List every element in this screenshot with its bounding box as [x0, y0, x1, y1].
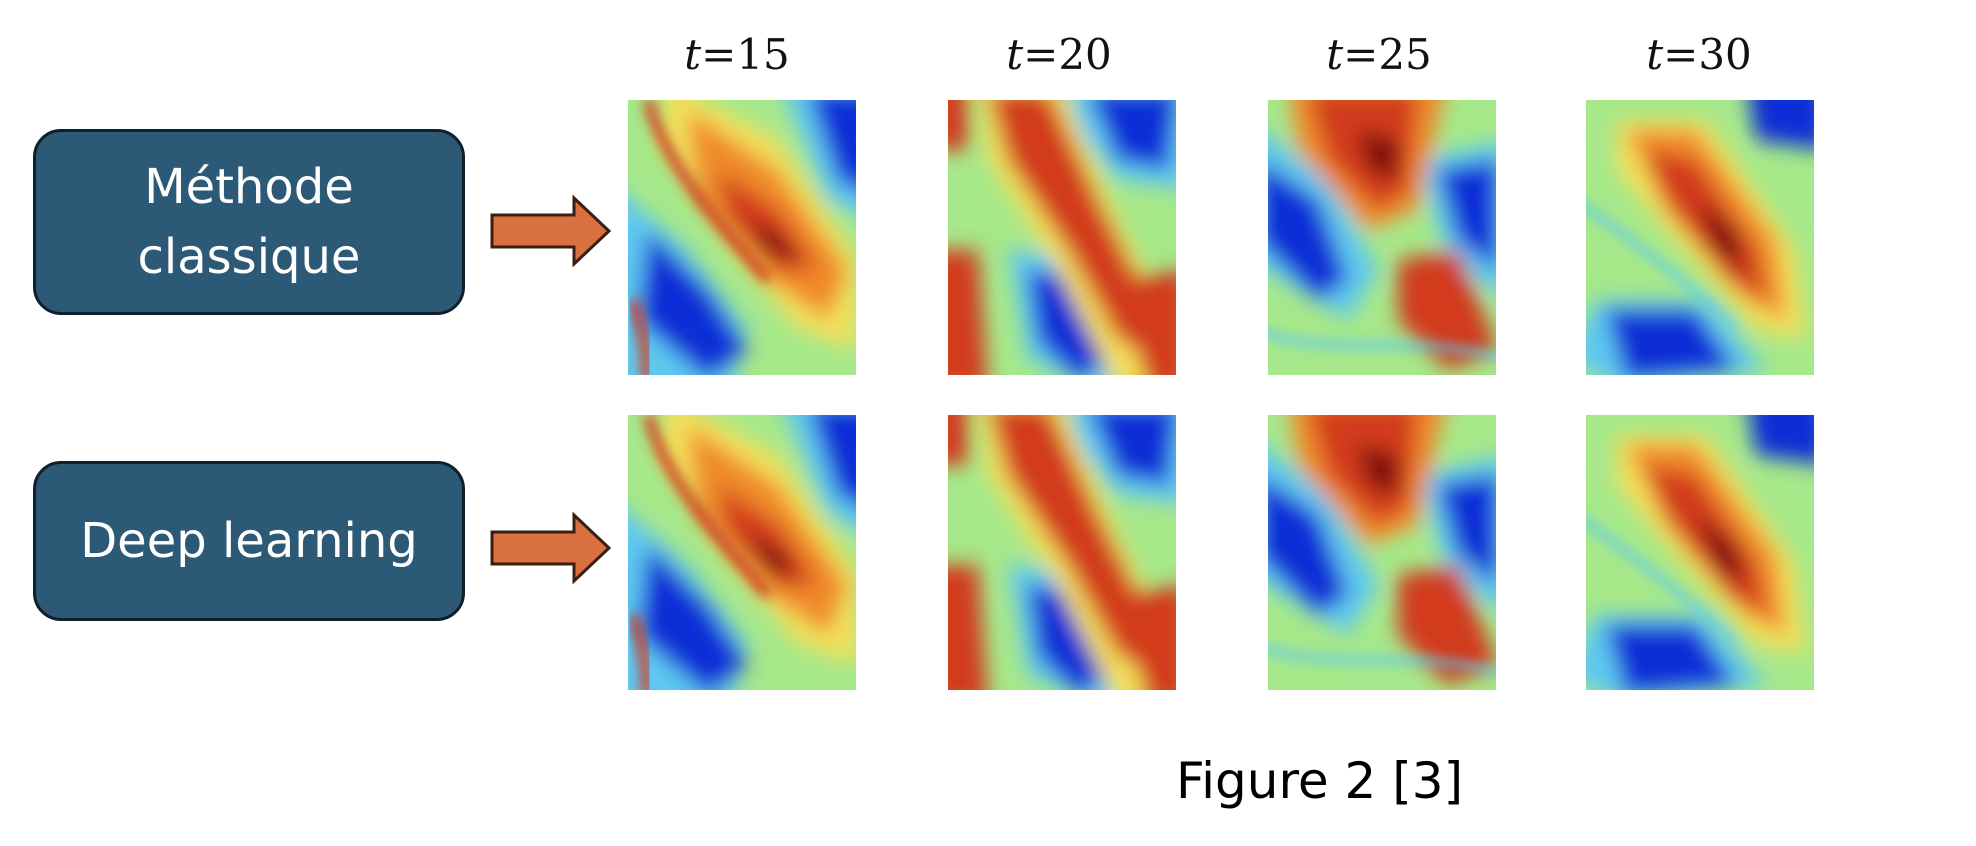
field-panel-classic-t25	[1268, 100, 1496, 375]
field-panel-deep-learning-t20	[948, 415, 1176, 690]
time-label-2: t=20	[1006, 30, 1112, 79]
time-label-4: t=30	[1646, 30, 1752, 79]
right-arrow-icon	[490, 195, 612, 267]
method-label-classic-line2: classique	[137, 229, 361, 285]
field-panel-deep-learning-t25	[1268, 415, 1496, 690]
method-box-deep-learning: Deep learning	[33, 461, 465, 621]
method-label-classic-line1: Méthode	[144, 159, 354, 215]
method-label-deep-learning: Deep learning	[80, 513, 418, 569]
field-panel-deep-learning-t15	[628, 415, 856, 690]
field-panel-deep-learning-t30	[1586, 415, 1814, 690]
field-panel-classic-t30	[1586, 100, 1814, 375]
right-arrow-icon	[490, 512, 612, 584]
field-panel-classic-t15	[628, 100, 856, 375]
time-label-1: t=15	[684, 30, 790, 79]
figure-caption: Figure 2 [3]	[1176, 752, 1464, 810]
method-box-classic: Méthode classique	[33, 129, 465, 315]
field-panel-classic-t20	[948, 100, 1176, 375]
time-label-3: t=25	[1326, 30, 1432, 79]
